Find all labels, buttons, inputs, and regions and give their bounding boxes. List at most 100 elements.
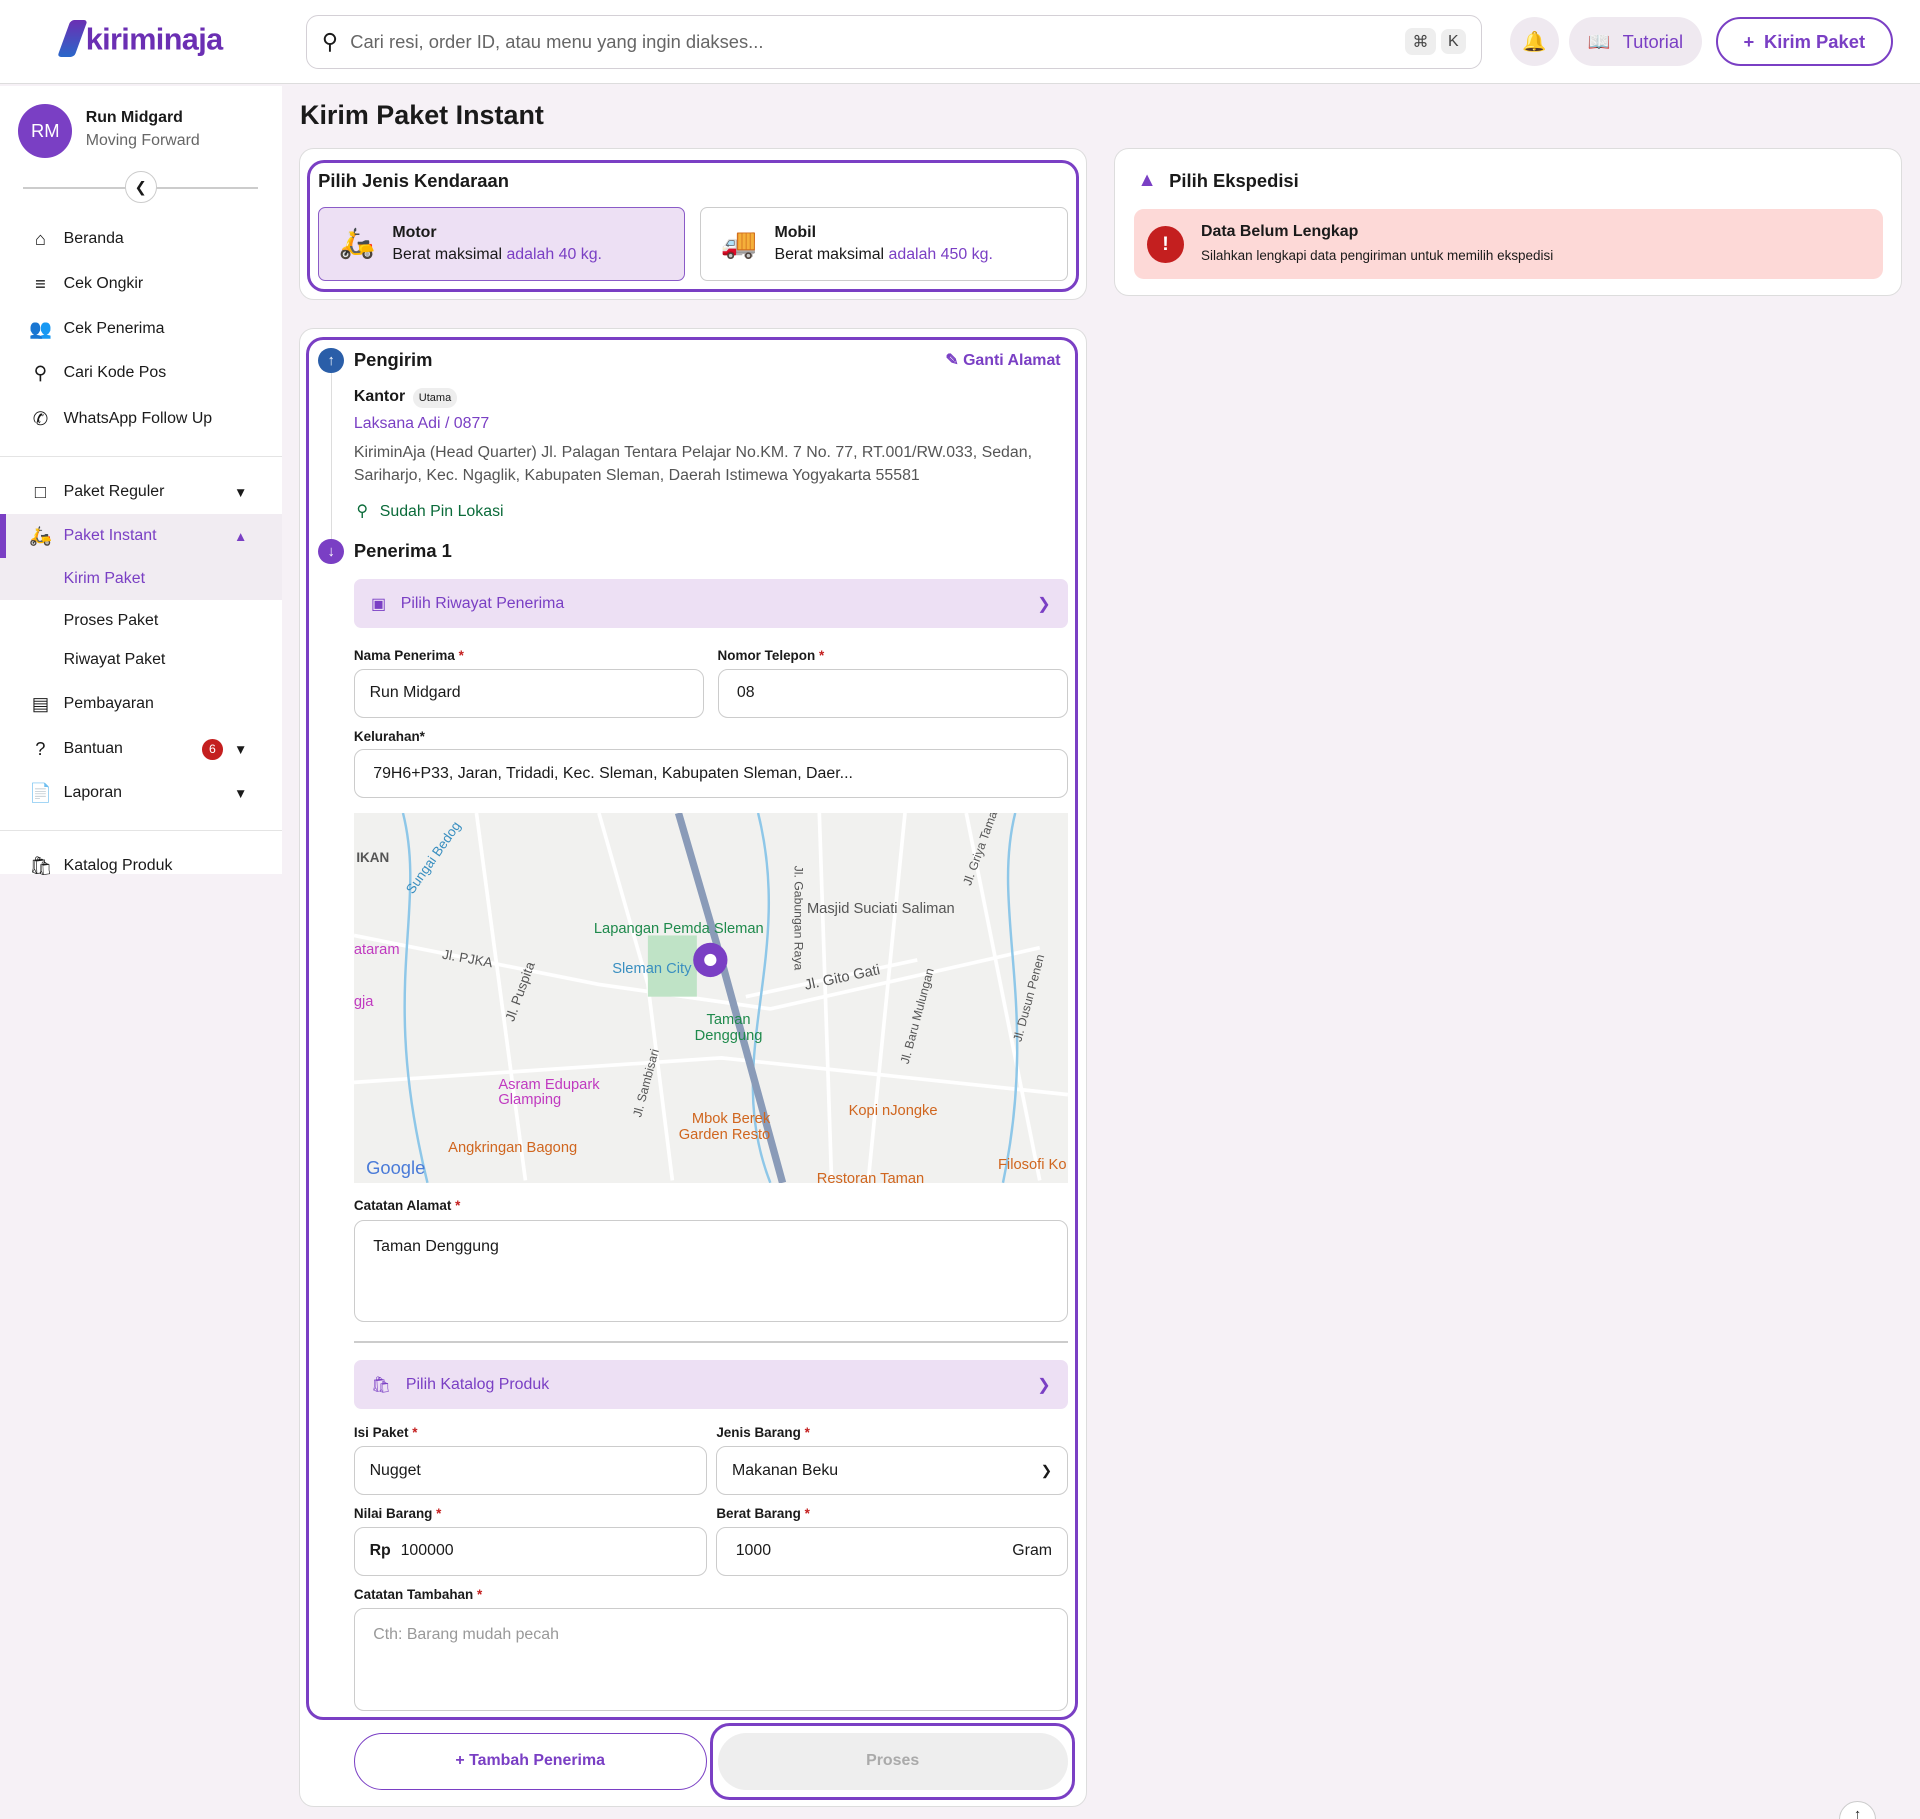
timeline-line — [330, 361, 332, 545]
address-note-textarea[interactable]: Taman Denggung — [353, 1219, 1068, 1323]
sender-contact: Laksana Adi / 0877 — [353, 415, 490, 433]
sidebar-item-bantuan[interactable]: ? Bantuan 6 ▼ — [0, 727, 282, 771]
jenis-barang-select[interactable]: Makanan Beku ❯ — [716, 1446, 1068, 1496]
label: Cek Penerima — [63, 320, 165, 338]
map-label: Angkringan Bagong — [448, 1140, 578, 1156]
pick-history-button[interactable]: ▣ Pilih Riwayat Penerima ❯ — [353, 579, 1068, 629]
vehicle-card: Pilih Jenis Kendaraan 🛵 Motor Berat maksim… — [298, 148, 1088, 300]
unit-suffix: Gram — [1012, 1542, 1053, 1560]
highlight-outline — [306, 336, 1078, 1721]
sidebar-item-beranda[interactable]: ⌂ Beranda — [0, 217, 282, 261]
label: Pilih Katalog Produk — [405, 1375, 550, 1393]
vehicle-option-mobil[interactable]: 🚚 Mobil Berat maksimal adalah 450 kg. — [700, 206, 1068, 282]
contact-card-icon: ▣ — [371, 595, 387, 613]
map-label: Asram Edupark Glamping — [498, 1076, 600, 1109]
sidebar-item-katalog-produk[interactable]: 🛍 Katalog Produk — [0, 844, 282, 888]
notification-button[interactable]: 🔔 — [1509, 17, 1559, 67]
map-label: Mbok Berek Garden Resto — [678, 1110, 771, 1143]
label: Cek Ongkir — [63, 275, 144, 293]
sidebar-item-whatsapp[interactable]: ✆ WhatsApp Follow Up — [0, 397, 282, 441]
label: Paket Reguler — [63, 483, 165, 501]
catatan-tambahan-textarea[interactable]: Cth: Barang mudah pecah — [353, 1607, 1068, 1711]
map-label: Restoran Taman — [816, 1170, 925, 1183]
kelurahan-input[interactable]: 79H6+P33, Jaran, Tridadi, Kec. Sleman, K… — [353, 749, 1068, 799]
change-address-button[interactable]: ✎ Ganti Alamat — [945, 350, 1060, 370]
money-icon: ▤ — [31, 693, 50, 715]
user-subtitle: Moving Forward — [85, 132, 200, 150]
chevron-down-icon: ▼ — [234, 484, 248, 500]
scroll-top-button[interactable]: ↑ — [1839, 1801, 1876, 1819]
map-label: Filosofi Ko — [997, 1157, 1067, 1174]
highlight-outline — [710, 1722, 1076, 1800]
help-icon: ? — [35, 738, 46, 760]
map-label: Masjid Suciati Saliman — [806, 901, 955, 918]
navigation-arrow-icon: ▲ — [1137, 168, 1157, 191]
collapse-sidebar-button[interactable]: ❮ — [124, 171, 157, 204]
address-type: Kantor — [353, 388, 406, 406]
selected-value: Makanan Beku — [732, 1461, 839, 1479]
sidebar-item-cek-ongkir[interactable]: ≡ Cek Ongkir — [0, 262, 282, 306]
nilai-label: Nilai Barang * — [353, 1506, 442, 1522]
phone-input[interactable]: 08 — [717, 668, 1068, 718]
notification-badge: 6 — [202, 738, 223, 760]
chevron-left-icon: ❮ — [134, 179, 147, 196]
sidebar-item-cek-penerima[interactable]: 👥 Cek Penerima — [0, 307, 282, 351]
map-label: Kopi nJongke — [848, 1103, 938, 1120]
sidebar-item-paket-instant[interactable]: 🛵 Paket Instant ▲ — [0, 514, 282, 559]
add-receiver-button[interactable]: + Tambah Penerima — [353, 1732, 707, 1791]
tutorial-button[interactable]: 📖 Tutorial — [1568, 17, 1703, 67]
sidebar: RM Run Midgard Moving Forward ❮ ⌂ Beranda… — [0, 85, 282, 876]
search-input[interactable]: ⚲ Cari resi, order ID, atau menu yang in… — [306, 14, 1482, 69]
vehicle-limit: adalah 40 kg. — [506, 246, 602, 264]
label: Paket Instant — [63, 527, 157, 545]
sidebar-subitem-riwayat-paket[interactable]: Riwayat Paket — [63, 650, 166, 668]
sidebar-item-pembayaran[interactable]: ▤ Pembayaran — [0, 682, 282, 726]
nilai-barang-input[interactable]: Rp 100000 — [353, 1526, 707, 1576]
arrow-up-icon: ↑ — [1853, 1807, 1862, 1819]
location-map[interactable]: IKAN Sungai Bedog ataram Jl. PJKA gja Jl… — [353, 813, 1068, 1183]
kbd-k: K — [1440, 28, 1466, 55]
section-title: Pilih Jenis Kendaraan — [318, 169, 509, 191]
search-icon: ⚲ — [321, 28, 338, 54]
sidebar-subitem-proses-paket[interactable]: Proses Paket — [63, 611, 159, 629]
receiver-title: Penerima 1 — [353, 540, 452, 561]
receiver-name-input[interactable]: Run Midgard — [353, 668, 705, 718]
isi-label: Isi Paket * — [353, 1425, 418, 1441]
bag-icon: 🛍 — [371, 1376, 392, 1394]
berat-label: Berat Barang * — [716, 1506, 810, 1522]
divider — [0, 830, 282, 832]
map-label: Jl. Gabungan Raya — [791, 865, 806, 971]
kelurahan-label: Kelurahan* — [353, 728, 425, 744]
process-button[interactable]: Proses — [717, 1732, 1068, 1791]
label: Beranda — [63, 229, 124, 247]
sidebar-item-laporan[interactable]: 📄 Laporan ▼ — [0, 771, 282, 815]
pick-catalog-button[interactable]: 🛍 Pilih Katalog Produk ❯ — [353, 1360, 1068, 1410]
label: Ganti Alamat — [963, 352, 1061, 370]
berat-barang-input[interactable]: 1000 Gram — [716, 1526, 1068, 1576]
label: Sudah Pin Lokasi — [379, 502, 504, 520]
map-label: gja — [353, 994, 374, 1011]
pencil-icon: ✎ — [945, 352, 959, 370]
note-label: Catatan Alamat * — [353, 1197, 461, 1213]
sidebar-item-cari-kode-pos[interactable]: ⚲ Cari Kode Pos — [0, 351, 282, 395]
sidebar-item-paket-reguler[interactable]: □ Paket Reguler ▼ — [0, 470, 282, 514]
pin-status: ⚲ Sudah Pin Lokasi — [356, 501, 503, 521]
isi-paket-input[interactable]: Nugget — [353, 1446, 707, 1496]
avatar[interactable]: RM — [18, 104, 73, 158]
report-icon: 📄 — [29, 782, 53, 804]
label: WhatsApp Follow Up — [63, 409, 213, 427]
logo[interactable]: kiriminaja — [56, 19, 223, 57]
vehicle-name: Mobil — [774, 223, 816, 241]
vehicle-limit: adalah 450 kg. — [888, 246, 993, 264]
label: Laporan — [63, 784, 123, 802]
vehicle-option-motor[interactable]: 🛵 Motor Berat maksimal adalah 40 kg. — [318, 206, 686, 282]
motor-icon: 🛵 — [338, 227, 376, 261]
book-icon: 📖 — [1587, 30, 1611, 52]
value: 100000 — [400, 1542, 454, 1560]
label: Bantuan — [63, 740, 123, 758]
chevron-up-icon: ▲ — [234, 528, 248, 544]
kirim-paket-button[interactable]: + Kirim Paket — [1715, 17, 1894, 67]
sidebar-subitem-kirim-paket[interactable]: Kirim Paket — [0, 558, 282, 600]
label: Pembayaran — [63, 695, 154, 713]
name-label: Nama Penerima * — [353, 647, 464, 663]
